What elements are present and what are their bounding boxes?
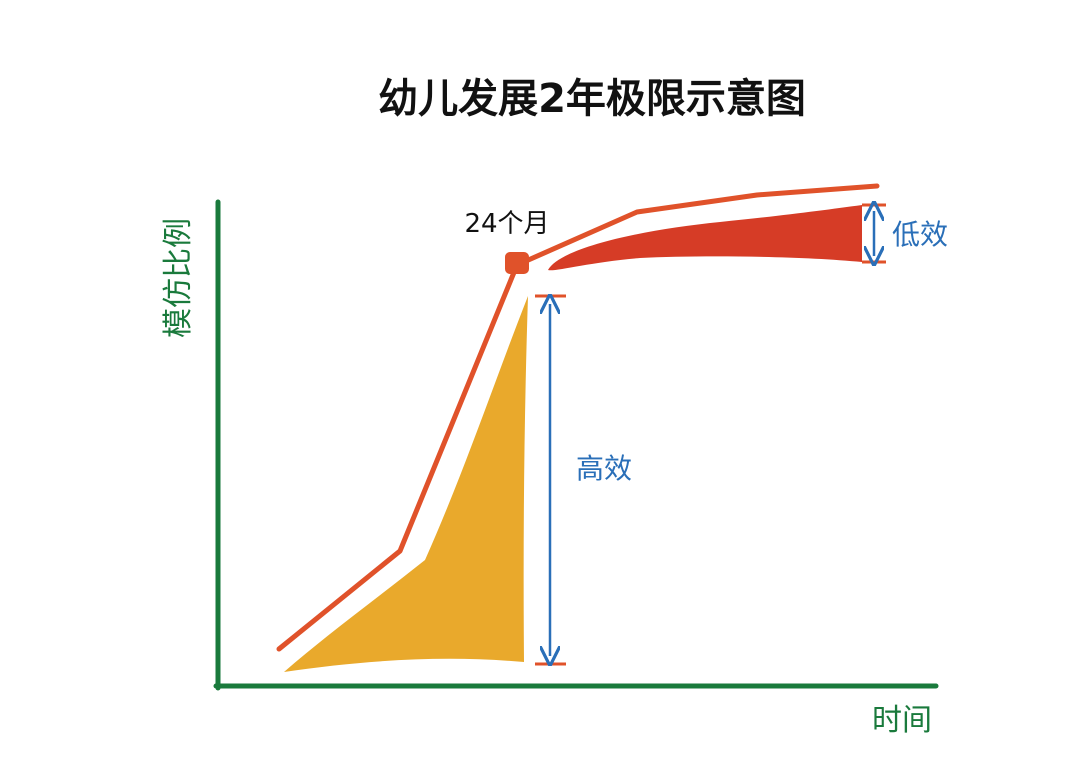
low-efficiency-label: 低效 (892, 218, 948, 251)
diagram-title: 幼儿发展2年极限示意图 (378, 76, 806, 122)
low-efficiency-area (548, 205, 862, 271)
milestone-label: 24个月 (464, 209, 549, 239)
high-efficiency-label: 高效 (576, 452, 632, 485)
x-axis-label: 时间 (872, 703, 932, 738)
y-axis-label: 模仿比例 (161, 218, 196, 338)
milestone-marker (505, 252, 529, 274)
high-efficiency-area (284, 296, 528, 672)
development-curve (276, 183, 880, 652)
